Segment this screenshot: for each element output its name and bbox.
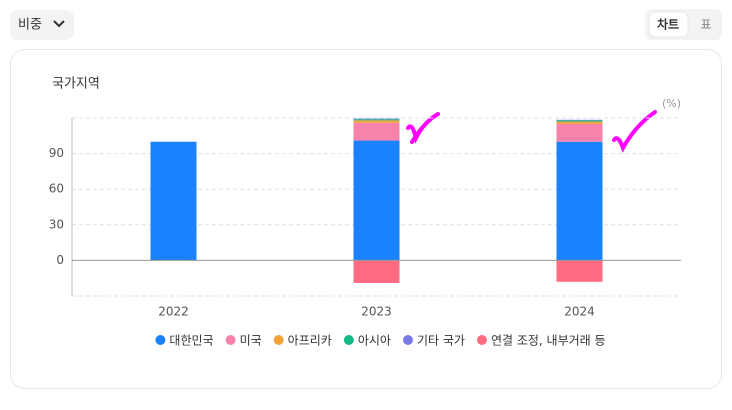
chart-title: 국가지역 (52, 77, 100, 92)
tab[interactable]: 표 (700, 18, 711, 32)
legend-marker (402, 335, 413, 345)
legend-label: 기타 국가 (417, 334, 465, 348)
bar-segment (556, 260, 603, 282)
x-tick-label: 2022 (158, 305, 189, 319)
bar-segment (556, 119, 603, 121)
legend-marker (343, 335, 354, 345)
x-tick-label: 2023 (361, 305, 392, 319)
bar-segment (353, 260, 400, 283)
legend-marker (155, 335, 166, 345)
legend-marker (476, 335, 487, 345)
tab-active[interactable] (648, 11, 689, 38)
y-tick-label: 30 (49, 217, 64, 231)
tab[interactable]: 차트 (657, 17, 679, 32)
legend-label: 연결 조정, 내부거래 등 (491, 334, 606, 348)
bar-segment (150, 141, 197, 261)
legend-marker (273, 335, 284, 345)
bar-segment (353, 119, 400, 121)
unit-label: (%) (662, 97, 681, 110)
bar-segment (556, 141, 603, 261)
legend-label: 아시아 (358, 334, 391, 348)
chevron (53, 20, 65, 28)
bar-segment (353, 140, 400, 261)
x-tick-label: 2024 (564, 305, 595, 319)
bar-segment (556, 123, 603, 142)
y-tick-label: 0 (56, 253, 64, 267)
bar-segment (556, 121, 603, 124)
bar-segment (353, 122, 400, 141)
legend-marker (225, 335, 236, 345)
bar-segment (353, 120, 400, 123)
legend-label: 대한민국 (169, 334, 213, 348)
dropdown[interactable] (10, 10, 74, 40)
annotation-check (612, 110, 657, 153)
dropdown-label: 비중 (18, 18, 42, 33)
y-tick-label: 60 (49, 182, 64, 196)
annotation-check (406, 112, 440, 144)
bar-segment (353, 118, 400, 120)
legend-label: 아프리카 (288, 334, 332, 348)
y-tick-label: 90 (49, 146, 64, 160)
legend-label: 미국 (240, 334, 262, 348)
bar-segment (556, 120, 603, 122)
